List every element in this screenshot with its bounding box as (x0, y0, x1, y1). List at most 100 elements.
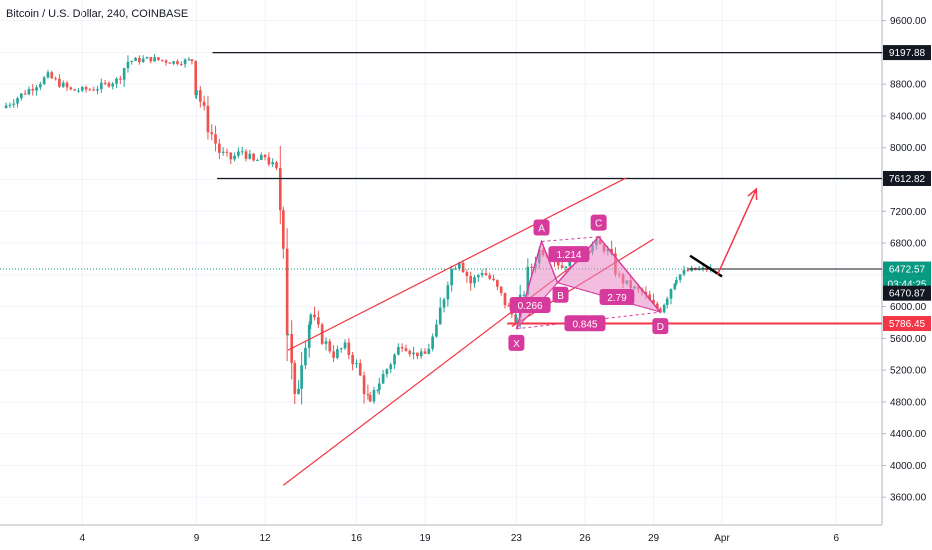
harmonic-ratio-label: 0.845 (572, 319, 597, 330)
x-tick-label: 16 (351, 533, 363, 544)
candle-body (351, 354, 354, 365)
candle-body (355, 363, 358, 365)
candle-body (362, 375, 366, 395)
candle-body (187, 59, 191, 61)
level-price-tag: 7612.82 (883, 170, 931, 186)
price-tag-label: 6472.57 (889, 265, 926, 276)
candle-body (423, 351, 427, 354)
price-tag-label: 5786.45 (889, 319, 926, 330)
x-tick-label: 29 (648, 533, 660, 544)
harmonic-ac-line (541, 236, 599, 242)
y-tick-label: 4400.00 (890, 429, 927, 440)
price-tag-label: 9197.88 (889, 48, 926, 59)
candle-body (50, 72, 54, 79)
y-tick-label: 9600.00 (890, 16, 927, 27)
candle-body (358, 363, 362, 376)
y-tick-label: 3600.00 (890, 493, 927, 504)
candle-body (366, 394, 370, 396)
current-price-tag: 6472.57 (883, 261, 931, 277)
candle-body (256, 159, 259, 161)
chart-title: Bitcoin / U.S. Dollar, 240, COINBASE (6, 8, 189, 20)
candle-body (659, 308, 662, 313)
candle-body (278, 168, 282, 211)
candle-body (8, 104, 12, 106)
candle-body (309, 314, 313, 325)
candle-body (328, 341, 332, 352)
forecast-arrow-head (747, 187, 758, 201)
candle-body (282, 210, 285, 249)
candle-body (198, 90, 202, 102)
candle-body (347, 342, 351, 355)
candle-body (297, 388, 300, 394)
y-tick-label: 6800.00 (890, 239, 927, 250)
candle-body (176, 61, 179, 64)
candle-body (96, 89, 99, 91)
candle-body (400, 346, 404, 349)
candle-body (665, 298, 669, 305)
candle-body (16, 98, 19, 104)
harmonic-ratio-badge (599, 289, 635, 306)
candle-body (416, 352, 419, 357)
candle-body (389, 364, 393, 370)
candle-body (237, 151, 240, 156)
harmonic-point-label: A (538, 223, 545, 234)
candle-body (320, 324, 324, 344)
candle-body (408, 351, 412, 355)
candle-body (317, 317, 320, 325)
harmonic-point-x: X (508, 334, 525, 351)
candle-body (293, 362, 297, 394)
candle-body (19, 93, 23, 99)
candle-body (307, 324, 311, 348)
candle-body (648, 294, 652, 300)
candle-body (99, 82, 103, 90)
x-tick-label: Apr (714, 533, 730, 544)
candle-body (412, 352, 415, 355)
grid (0, 0, 882, 525)
candle-body (267, 157, 271, 165)
candle-body (218, 143, 221, 153)
price-tag-bg (883, 261, 931, 277)
x-tick-label: 6 (834, 533, 840, 544)
level-price-tag: 5786.45 (883, 316, 931, 332)
candle-body (172, 61, 175, 64)
candle-body (469, 275, 473, 284)
y-tick-label: 5200.00 (890, 366, 927, 377)
x-tick-label: 23 (511, 533, 523, 544)
close-price-tag: 6470.87 (883, 285, 931, 301)
candle-body (431, 336, 434, 349)
close-tag-label: 6470.87 (889, 289, 926, 300)
candle-body (336, 349, 339, 358)
x-tick-label: 19 (419, 533, 431, 544)
candle-body (530, 266, 533, 269)
harmonic-point-label: C (595, 219, 602, 230)
candle-body (39, 84, 42, 88)
harmonic-ratio-badge (548, 246, 590, 263)
candle-body (214, 134, 217, 144)
candle-body (275, 162, 278, 169)
harmonic-point-a: A (533, 219, 550, 236)
y-tick-label: 6000.00 (890, 302, 927, 313)
candle-body (92, 89, 96, 91)
candle-body (461, 262, 465, 273)
candle-body (285, 248, 289, 335)
candle-body (194, 61, 198, 96)
candle-body (368, 395, 372, 402)
candle-body (61, 82, 65, 87)
candle-body (499, 286, 503, 293)
y-tick-label: 4000.00 (890, 461, 927, 472)
candle-body (507, 305, 511, 307)
candle-body (35, 87, 38, 91)
x-tick-label: 9 (194, 533, 200, 544)
candle-body (454, 268, 457, 270)
candle-body (503, 292, 507, 306)
candle-body (263, 154, 267, 158)
candle-body (122, 68, 126, 80)
harmonic-ratio: 0.266 (509, 296, 551, 313)
candle-body (419, 351, 423, 357)
harmonic-point-b: B (552, 286, 569, 303)
candle-body (248, 153, 252, 159)
candle-body (179, 63, 183, 65)
x-tick-label: 26 (579, 533, 591, 544)
candle-body (115, 78, 118, 84)
